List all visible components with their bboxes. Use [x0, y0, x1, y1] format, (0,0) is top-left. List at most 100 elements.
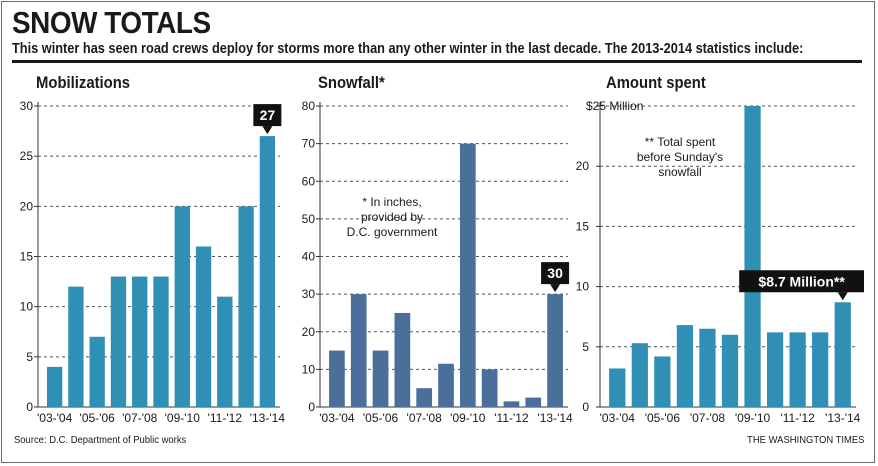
amount-spent-x-tick-label: '09-'10	[735, 411, 771, 425]
mobilizations-bar	[195, 246, 212, 407]
snowfall-bar	[394, 312, 411, 407]
subheadline: This winter has seen road crews deploy f…	[12, 41, 804, 57]
snowfall-callout-label: 30	[547, 265, 563, 281]
snowfall-y-tick-label: 10	[302, 362, 316, 376]
snowfall-bar	[459, 143, 476, 407]
amount-spent-note-line: before Sunday's	[637, 150, 723, 164]
amount-spent-y-tick-label: 10	[576, 280, 590, 294]
snowfall-bar	[350, 294, 367, 407]
snowfall-y-tick-label: 50	[302, 212, 316, 226]
snowfall-y-tick-label: 0	[308, 400, 315, 414]
mobilizations-y-tick-label: 20	[20, 199, 34, 213]
mobilizations-bar	[238, 206, 254, 407]
amount-spent-y-tick-label: 15	[576, 219, 590, 233]
snowfall-callout-box	[541, 262, 570, 285]
snowfall-y-tick-label: 60	[302, 174, 316, 188]
amount-spent-bar	[789, 332, 806, 407]
amount-spent-y-tick-label: $25 Million	[586, 99, 643, 113]
snowfall-bar	[503, 401, 520, 407]
snowfall-y-tick-label: 80	[302, 99, 316, 113]
amount-spent-y-tick-label: 5	[582, 340, 589, 354]
snowfall-callout-pointer	[550, 284, 561, 293]
amount-spent-callout-box	[739, 270, 864, 293]
amount-spent-title: Amount spent	[606, 74, 706, 92]
mobilizations-bar	[68, 286, 84, 407]
amount-spent-bar	[609, 368, 626, 407]
snowfall-x-tick-label: '09-'10	[450, 411, 486, 425]
amount-spent-panel: Amount spent 0 5 10 15 20 $25 Million '03-'04 '…	[576, 66, 864, 434]
snowfall-title: Snowfall*	[318, 74, 385, 92]
snowfall-bar	[416, 388, 433, 407]
amount-spent-bar	[721, 334, 739, 407]
amount-spent-note-line: ** Total spent	[645, 135, 716, 149]
amount-spent-bar	[766, 332, 784, 407]
snowfall-chart: 0 10 20 30 40 50 60 70 80 '03-'04 '05-'06 '07-'08 '0…	[302, 99, 573, 425]
mobilizations-y-tick-label: 10	[20, 300, 34, 314]
mobilizations-y-tick-label: 25	[20, 149, 34, 163]
mobilizations-x-tick-label: '05-'06	[80, 411, 116, 425]
amount-spent-note-line: snowfall	[658, 165, 701, 179]
mobilizations-bar	[217, 296, 233, 407]
mobilizations-panel: Mobilizations 0 5 10 15 20 25 30 '03-'04 '05-'06…	[20, 66, 286, 434]
snowfall-x-tick-label: '13-'14	[537, 411, 573, 425]
mobilizations-bar	[174, 206, 190, 407]
amount-spent-bar	[654, 356, 671, 407]
amount-spent-bar	[676, 325, 694, 407]
amount-spent-y-tick-label: 20	[576, 159, 590, 173]
mobilizations-y-tick-label: 30	[20, 99, 34, 113]
mobilizations-bar	[153, 276, 169, 407]
snowfall-x-tick-label: '11-'12	[494, 411, 529, 425]
amount-spent-bar	[812, 332, 829, 407]
mobilizations-title: Mobilizations	[36, 74, 131, 92]
snowfall-note-line: * In inches,	[362, 195, 421, 209]
snowfall-x-tick-label: '05-'06	[363, 411, 399, 425]
snowfall-bar	[547, 294, 563, 407]
mobilizations-x-tick-label: '07-'08	[122, 411, 158, 425]
amount-spent-y-tick-label: 0	[582, 400, 589, 414]
mobilizations-x-tick-label: '09-'10	[165, 411, 201, 425]
mobilizations-y-tick-label: 0	[26, 400, 33, 414]
snowfall-note-line: provided by	[361, 210, 423, 224]
mobilizations-x-tick-label: '11-'12	[208, 411, 243, 425]
mobilizations-y-tick-label: 15	[20, 250, 34, 264]
mobilizations-x-tick-label: '13-'14	[250, 411, 286, 425]
snowfall-y-tick-label: 70	[302, 137, 316, 151]
snowfall-bar	[438, 363, 454, 407]
amount-spent-bar	[744, 106, 761, 407]
mobilizations-bar	[89, 336, 105, 407]
mobilizations-bar	[110, 276, 127, 407]
mobilizations-y-tick-label: 5	[26, 350, 33, 364]
headline: SNOW TOTALS	[12, 5, 211, 40]
amount-spent-x-tick-label: '05-'06	[645, 411, 681, 425]
snowfall-panel: Snowfall* 0 10 20 30 40 50 60 70 80 '03-'04 '05-'0…	[302, 66, 573, 434]
snowfall-bar	[481, 369, 498, 407]
snowfall-note-line: D.C. government	[347, 225, 438, 239]
snowfall-bar	[525, 397, 542, 407]
snowfall-y-tick-label: 40	[302, 250, 316, 264]
amount-spent-callout-pointer	[837, 292, 848, 301]
amount-spent-chart: 0 5 10 15 20 $25 Million '03-'04 '05-'06 '07-'08…	[576, 99, 864, 425]
snowfall-y-tick-label: 20	[302, 325, 316, 339]
amount-spent-bar	[699, 328, 716, 407]
mobilizations-x-tick-label: '03-'04	[37, 411, 73, 425]
amount-spent-x-tick-label: '11-'12	[780, 411, 815, 425]
amount-spent-x-tick-label: '03-'04	[600, 411, 636, 425]
amount-spent-x-tick-label: '07-'08	[690, 411, 726, 425]
header-rule	[12, 60, 862, 63]
amount-spent-x-tick-label: '13-'14	[825, 411, 861, 425]
mobilizations-bar	[259, 136, 276, 407]
amount-spent-bar	[834, 302, 851, 407]
snowfall-x-tick-label: '07-'08	[407, 411, 443, 425]
amount-spent-callout-label: $8.7 Million**	[758, 273, 845, 289]
snowfall-bar	[329, 350, 345, 407]
mobilizations-bar	[46, 366, 63, 407]
snowfall-x-tick-label: '03-'04	[319, 411, 355, 425]
mobilizations-bar	[132, 276, 148, 407]
mobilizations-callout-label: 27	[260, 107, 276, 123]
snowfall-y-tick-label: 30	[302, 287, 316, 301]
source-note: Source: D.C. Department of Public works	[14, 434, 187, 446]
mobilizations-chart: 0 5 10 15 20 25 30 '03-'04 '05-'06 '07-'08 '09-'10…	[20, 99, 286, 425]
mobilizations-callout-pointer	[262, 126, 273, 135]
publisher-credit: THE WASHINGTON TIMES	[746, 434, 864, 446]
